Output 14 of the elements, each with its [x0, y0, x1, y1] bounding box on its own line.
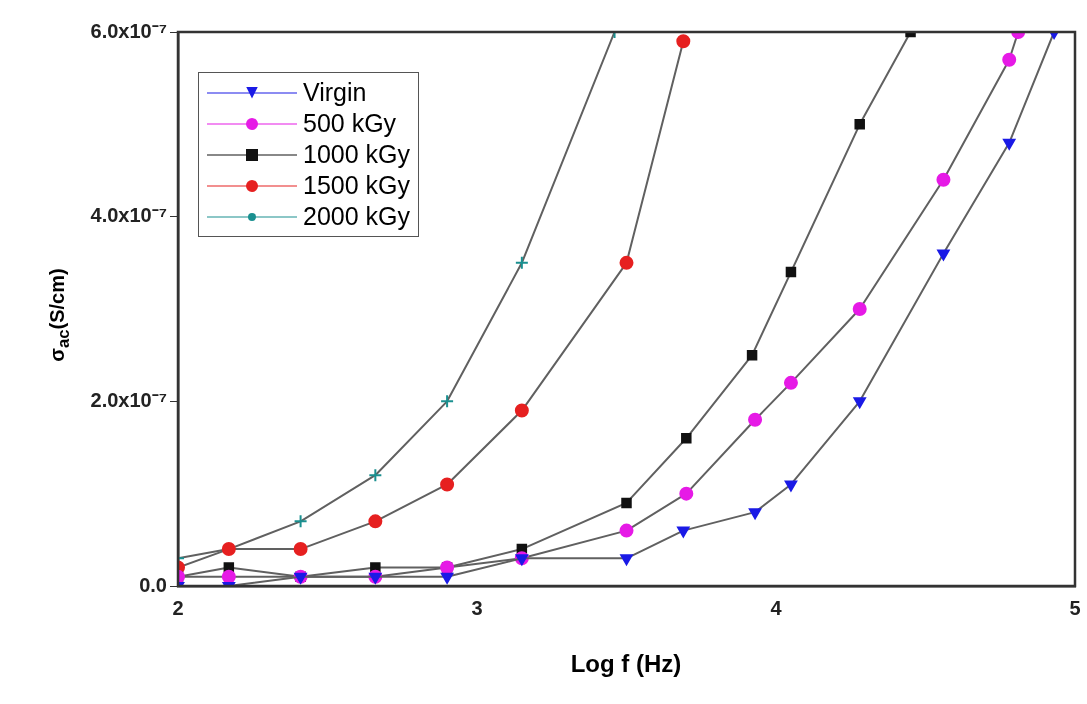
legend-label: 2000 kGy: [303, 202, 411, 231]
y-tick-label: 6.0x10⁻⁷: [90, 19, 167, 42]
legend-label: 1000 kGy: [303, 140, 411, 169]
x-tick-label: 4: [770, 596, 783, 619]
legend-label: Virgin: [303, 78, 367, 107]
x-tick-label: 2: [172, 596, 184, 619]
y-tick-label: 0.0: [139, 573, 167, 596]
x-axis-title: Log f (Hz): [570, 650, 682, 678]
y-tick-label: 2.0x10⁻⁷: [90, 388, 167, 411]
x-tick-label: 3: [471, 596, 483, 619]
x-tick-label: 5: [1069, 596, 1081, 619]
y-tick-label: 4.0x10⁻⁷: [90, 204, 167, 227]
legend-label: 1500 kGy: [303, 171, 411, 200]
legend-label: 500 kGy: [303, 109, 397, 138]
